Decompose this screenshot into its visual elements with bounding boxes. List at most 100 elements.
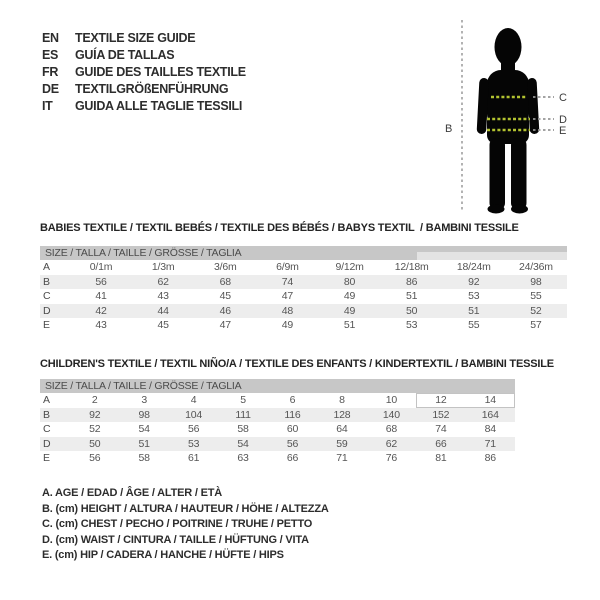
table-cell: 98 (530, 275, 542, 288)
table-cell: 63 (237, 452, 249, 465)
table-cell: 18/24m (456, 261, 491, 273)
table-cell: 50 (89, 437, 101, 450)
table-cell: 152 (432, 408, 450, 421)
table-cell: 45 (157, 319, 169, 332)
table-cell: 53 (406, 319, 418, 332)
table-cell: 46 (219, 304, 231, 317)
babies-size-table: SIZE / TALLA / TAILLE / GRÖSSE / TAGLIA … (40, 246, 567, 333)
table-cell: 47 (281, 290, 294, 303)
table-cell: 104 (185, 408, 203, 421)
babies-section-title: BABIES TEXTILE / TEXTIL BEBÉS / TEXTILE … (40, 222, 519, 234)
table-cell: 80 (343, 275, 356, 288)
legend-line: D. (cm) WAIST / CINTURA / TAILLE / HÜFTU… (42, 533, 309, 546)
table-row: D 50 51 53 54 56 59 62 66 71 (40, 436, 515, 452)
table-header-label: SIZE / TALLA / TAILLE / GRÖSSE / TAGLIA (45, 380, 242, 392)
table-cell: 14 (484, 394, 496, 406)
table-cell: 0/1m (89, 261, 113, 273)
language-list: EN TEXTILE SIZE GUIDE ES GUÍA DE TALLAS FR GU… (42, 30, 246, 115)
table-row: A 0/1m 1/3m 3/6m 6/9m 9/12m 12/18m 18/24m 24/36m (40, 260, 567, 275)
table-cell: 164 (481, 408, 499, 421)
table-cell: 92 (89, 408, 101, 421)
table-cell: 111 (235, 408, 251, 421)
language-title: GUÍA DE TALLAS (75, 48, 175, 62)
table-header-bar: SIZE / TALLA / TAILLE / GRÖSSE / TAGLIA (40, 246, 567, 260)
table-cell: 3 (141, 394, 147, 406)
table-cell: 12 (435, 394, 447, 406)
language-title: TEXTILE SIZE GUIDE (75, 31, 196, 45)
table-row: B 92 98 104 111 116 128 140 152 164 (40, 407, 515, 423)
silhouette-left-leg (489, 138, 505, 210)
table-cell: 58 (138, 452, 150, 465)
table-row: A 2 3 4 5 6 8 10 12 14 (40, 393, 515, 408)
table-cell: 53 (468, 290, 480, 303)
table-cell: 43 (157, 290, 169, 303)
language-code: DE (42, 82, 59, 96)
table-cell: 57 (530, 319, 542, 332)
table-cell: 41 (95, 290, 107, 303)
table-cell: 56 (187, 423, 200, 436)
table-cell: 4 (190, 394, 197, 406)
table-cell: 9/12m (335, 261, 364, 273)
language-row: EN TEXTILE SIZE GUIDE (42, 30, 246, 47)
language-title: GUIDE DES TAILLES TEXTILE (75, 65, 246, 79)
table-cell: 6/9m (276, 261, 299, 273)
size-highlight-box (416, 393, 515, 408)
table-cell: 76 (385, 452, 398, 465)
label-height-b: B (445, 123, 452, 135)
table-cell: 51 (406, 290, 418, 303)
row-label: A (43, 394, 50, 406)
row-label: B (43, 408, 50, 421)
table-cell: 47 (219, 319, 231, 332)
table-row: E 56 58 61 63 66 71 76 81 86 (40, 451, 515, 466)
table-cell: 62 (157, 275, 169, 288)
row-label: B (43, 275, 50, 288)
table-cell: 71 (336, 452, 348, 465)
table-row: C 41 43 45 47 49 51 53 55 (40, 289, 567, 304)
table-row: D 42 44 46 48 49 50 51 52 (40, 303, 567, 319)
row-label: A (43, 261, 50, 273)
table-cell: 98 (138, 408, 150, 421)
table-cell: 49 (343, 304, 356, 317)
childrens-section-title: CHILDREN'S TEXTILE / TEXTIL NIÑO/A / TEX… (40, 358, 554, 370)
table-cell: 2 (91, 394, 98, 406)
language-code: EN (42, 31, 59, 45)
table-cell: 49 (281, 319, 294, 332)
table-header-label: SIZE / TALLA / TAILLE / GRÖSSE / TAGLIA (45, 247, 242, 259)
table-cell: 74 (281, 275, 294, 288)
row-label: D (43, 304, 51, 317)
label-hip-e: E (559, 125, 566, 137)
table-cell: 6 (289, 394, 296, 406)
silhouette-right-arm (527, 78, 540, 134)
table-cell: 5 (240, 394, 246, 406)
row-label: E (43, 319, 50, 332)
legend-line: C. (cm) CHEST / PECHO / POITRINE / TRUHE… (42, 518, 313, 531)
table-cell: 45 (219, 290, 231, 303)
silhouette-right-leg (511, 138, 527, 210)
silhouette-left-arm (476, 78, 489, 134)
table-cell: 12/18m (394, 261, 429, 273)
language-code: ES (42, 48, 59, 62)
table-cell: 43 (95, 319, 107, 332)
table-cell: 52 (530, 304, 542, 317)
table-cell: 55 (468, 319, 480, 332)
legend-line: E. (cm) HIP / CADERA / HANCHE / HÜFTE / … (42, 549, 284, 562)
table-cell: 66 (435, 437, 447, 450)
language-code: IT (42, 99, 53, 113)
table-rows: A 0/1m 1/3m 3/6m 6/9m 9/12m 12/18m 18/24m 24/36m… (40, 260, 567, 333)
table-cell: 52 (89, 423, 101, 436)
table-cell: 59 (336, 437, 348, 450)
table-cell: 128 (333, 408, 351, 421)
legend: A. AGE / EDAD / ÂGE / ALTER / ETÀ B. (cm)… (42, 486, 329, 564)
table-cell: 62 (385, 437, 398, 450)
table-cell: 1/3m (151, 261, 175, 273)
table-rows: A 2 3 4 5 6 8 10 12 14 B 92 98 104 111 116 128 140 152 164 C… (40, 393, 515, 466)
table-cell: 50 (406, 304, 418, 317)
table-cell: 10 (385, 394, 398, 406)
legend-line: B. (cm) HEIGHT / ALTURA / HAUTEUR / HÖHE… (42, 502, 329, 515)
table-cell: 140 (382, 408, 400, 421)
row-label: E (43, 452, 50, 465)
language-row: FR GUIDE DES TAILLES TEXTILE (42, 64, 246, 81)
label-chest-c: C (559, 92, 567, 104)
table-row: B 56 62 68 74 80 86 92 98 (40, 274, 567, 290)
